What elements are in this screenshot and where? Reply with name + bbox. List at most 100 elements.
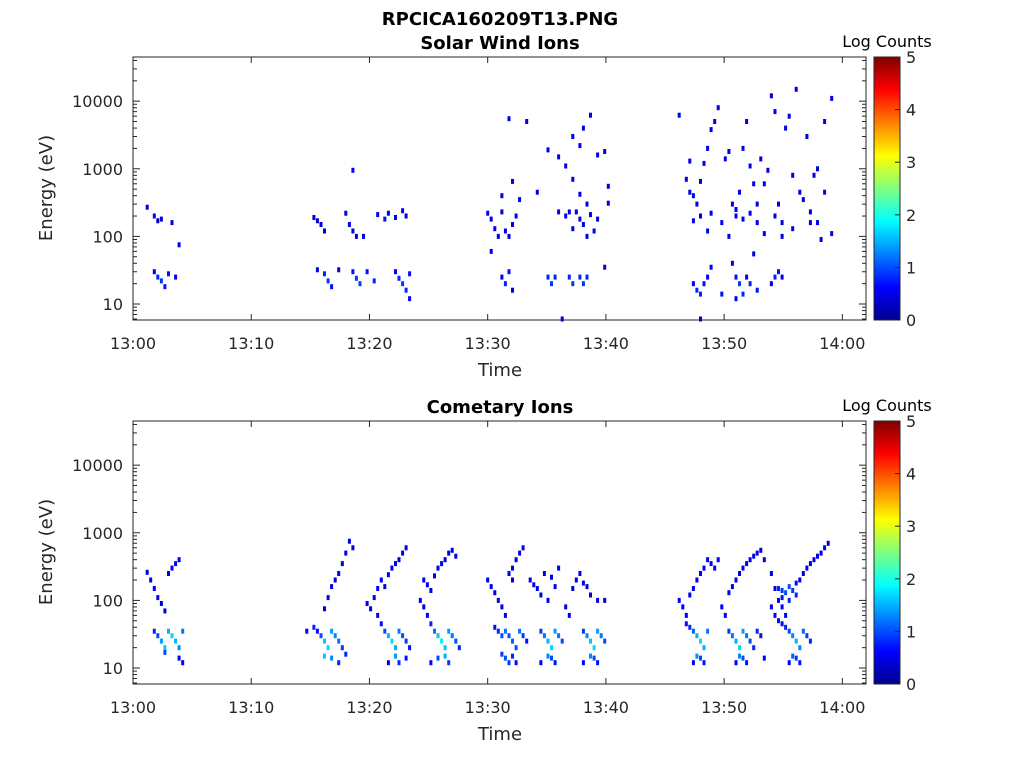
heatmap-cell [688,158,692,164]
heatmap-cell [830,231,834,237]
heatmap-cell [511,287,514,293]
heatmap-cell [525,638,529,644]
y-tick-label: 100 [92,591,123,610]
heatmap-cell [691,586,695,591]
heatmap-cell [752,553,756,559]
heatmap-cell [542,571,546,576]
heatmap-cell [521,633,525,639]
heatmap-cell [738,653,741,659]
heatmap-cell [581,628,585,634]
heatmap-cell [514,213,518,219]
colorbar-tick-label: 2 [906,206,916,225]
heatmap-cell [429,621,433,627]
heatmap-cell [511,577,514,583]
heatmap-cell [677,112,681,118]
heatmap-cell [769,281,773,287]
heatmap-cell [550,645,553,651]
heatmap-cell [709,561,713,567]
heatmap-cell [351,167,355,173]
x-tick-label: 13:00 [110,334,156,353]
heatmap-cell [578,274,582,280]
heatmap-cell [511,565,514,571]
heatmap-cell [581,281,585,287]
heatmap-cell [766,167,770,173]
heatmap-cell [798,660,802,666]
heatmap-cell [450,633,454,639]
heatmap-cell [780,274,784,280]
heatmap-cells [145,538,830,666]
heatmap-cell [503,228,507,234]
heatmap-cell [798,577,802,583]
heatmap-cell [550,574,553,580]
heatmap-cell [152,628,156,634]
heatmap-cell [528,577,532,583]
heatmap-cell [816,553,819,559]
heatmap-cell [312,624,316,630]
heatmap-cell [684,612,688,618]
heatmap-cell [436,655,440,661]
heatmap-cell [585,274,589,280]
heatmap-cell [539,660,543,666]
heatmap-cell [592,645,596,651]
heatmap-cell [677,597,681,603]
heatmap-cell [503,612,507,618]
heatmap-cell [741,628,745,634]
heatmap-cell [408,296,412,302]
heatmap-cell [741,565,745,571]
heatmap-cell [702,660,706,666]
colorbar-tick-label: 5 [906,48,916,67]
heatmap-cell [794,592,798,598]
heatmap-cell [603,149,607,154]
heatmap-cell [326,278,330,284]
plot-area [132,56,867,321]
heatmap-cell [159,278,163,284]
heatmap-cell [532,582,536,588]
heatmap-cell [681,604,685,610]
heatmap-cell [585,233,589,239]
heatmap-cell [589,653,592,659]
heatmap-cell [514,645,518,651]
heatmap-cell [493,590,497,596]
heatmap-cell [397,557,401,563]
heatmap-cell [755,201,759,207]
heatmap-cell [578,143,582,149]
heatmap-cell [319,222,323,227]
heatmap-cell [450,547,454,553]
heatmap-cell [805,633,809,639]
heatmap-cell [730,633,734,639]
heatmap-cell [748,210,752,216]
heatmap-cell [699,291,702,297]
heatmap-cell [347,222,351,227]
plot-area [132,420,867,685]
heatmap-cell [507,116,511,122]
heatmap-cell [596,597,600,603]
heatmap-cell [720,220,724,226]
heatmap-cell [386,660,390,666]
heatmap-cell [553,584,557,590]
heatmap-cell [706,274,710,280]
heatmap-cell [312,215,316,220]
colorbar-tick-label: 3 [906,153,916,172]
heatmap-cell [539,628,543,634]
heatmap-cell [394,561,397,567]
heatmap-cell [727,233,731,239]
heatmap-cell [589,212,592,218]
colorbar [873,56,901,321]
heatmap-cell [574,577,578,583]
heatmap-cell [585,633,589,639]
heatmap-cell [748,163,752,169]
heatmap-cell [447,660,451,666]
heatmap-cell [156,595,160,601]
heatmap-cell [518,628,522,634]
colorbar-tick-label: 4 [906,465,916,484]
heatmap-cell [404,638,408,644]
heatmap-cell [752,181,756,187]
heatmap-cell [702,645,706,651]
heatmap-cell [159,601,163,606]
heatmap-cell [174,638,178,644]
heatmap-cell [794,580,798,586]
heatmap-cell [379,577,383,583]
heatmap-cell [716,557,720,563]
heatmap-cell [418,597,422,603]
heatmap-cell [496,597,500,603]
